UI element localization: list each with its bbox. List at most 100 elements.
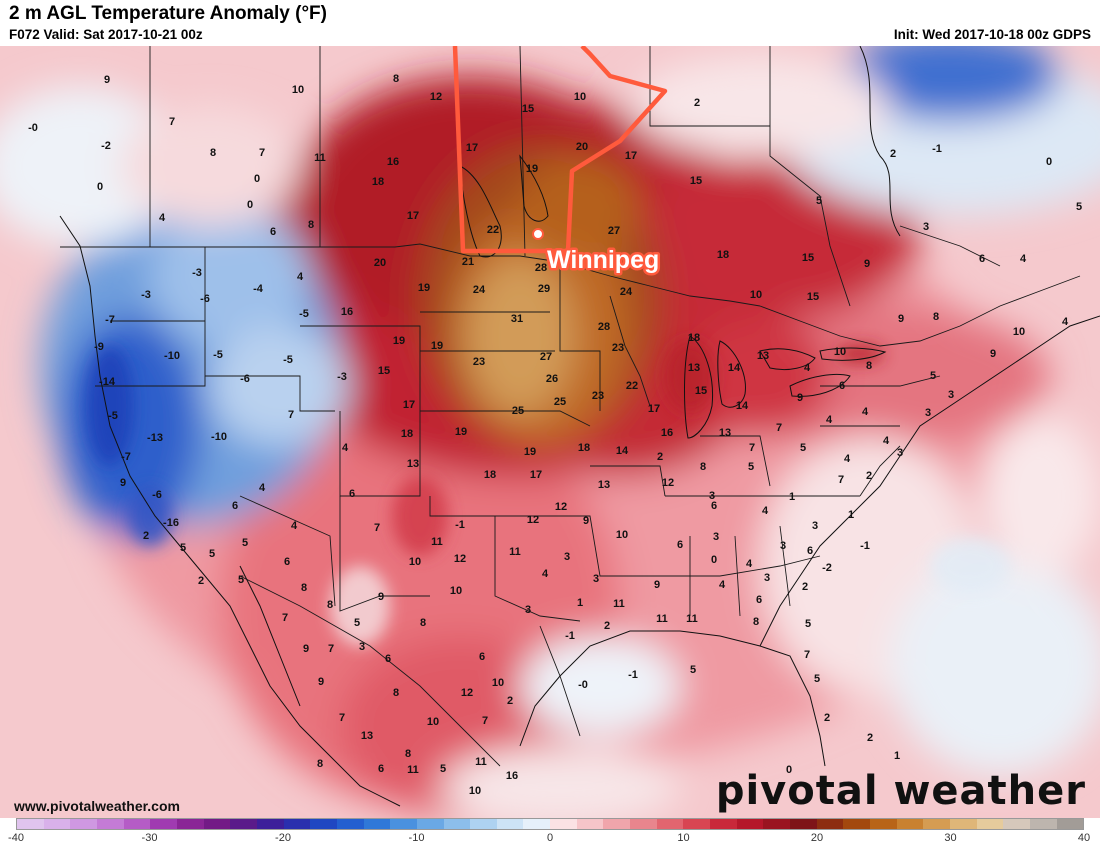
anomaly-value: 16 — [341, 306, 353, 318]
anomaly-value: 17 — [625, 150, 637, 162]
anomaly-value: 4 — [844, 453, 851, 465]
anomaly-value: 23 — [592, 390, 604, 402]
anomaly-value: 4 — [746, 558, 753, 570]
anomaly-value: 2 — [867, 732, 873, 744]
colorbar-tick-label: 40 — [1077, 832, 1091, 844]
manitoba-highlight-outline — [452, 46, 668, 254]
anomaly-value: 3 — [780, 540, 786, 552]
anomaly-value: 7 — [288, 409, 294, 421]
anomaly-value: 16 — [661, 427, 673, 439]
colorbar-tick-label: -30 — [141, 832, 158, 844]
anomaly-value: 18 — [372, 176, 384, 188]
anomaly-value: 3 — [897, 447, 903, 459]
anomaly-value: 11 — [686, 613, 698, 625]
anomaly-value: -2 — [101, 140, 111, 152]
anomaly-value: 13 — [757, 350, 769, 362]
colorbar-swatch — [923, 819, 950, 829]
anomaly-value: 12 — [461, 687, 473, 699]
anomaly-value: 1 — [894, 750, 900, 762]
anomaly-value: 8 — [753, 616, 759, 628]
anomaly-value: 9 — [654, 579, 660, 591]
colorbar-swatch — [870, 819, 897, 829]
anomaly-texture — [86, 340, 1010, 646]
anomaly-value: 17 — [530, 469, 542, 481]
anomaly-value: 11 — [431, 536, 443, 548]
anomaly-value: 5 — [816, 195, 822, 207]
anomaly-value: 14 — [616, 445, 629, 457]
anomaly-value: 15 — [522, 103, 534, 115]
anomaly-value: 22 — [626, 380, 638, 392]
map-header: 2 m AGL Temperature Anomaly (°F) F072 Va… — [0, 0, 1100, 46]
colorbar-swatch — [976, 819, 1004, 829]
anomaly-value: 10 — [616, 529, 628, 541]
anomaly-value: 18 — [401, 428, 413, 440]
anomaly-value: 6 — [711, 500, 717, 512]
anomaly-value: 3 — [764, 572, 770, 584]
anomaly-value: -10 — [164, 350, 180, 362]
colorbar-swatch — [710, 819, 737, 829]
anomaly-value: 13 — [361, 730, 373, 742]
anomaly-value: 15 — [378, 365, 390, 377]
anomaly-value: 4 — [1062, 316, 1069, 328]
anomaly-value: 10 — [427, 716, 439, 728]
anomaly-value: -14 — [99, 376, 116, 388]
anomaly-value: 15 — [690, 175, 702, 187]
anomaly-value: 2 — [824, 712, 830, 724]
colorbar-swatch — [310, 819, 337, 829]
anomaly-value: 6 — [479, 651, 485, 663]
colorbar-tick-label: 30 — [944, 832, 957, 844]
anomaly-value: -1 — [860, 540, 870, 552]
anomaly-value: 5 — [242, 537, 248, 549]
anomaly-value: 13 — [407, 458, 419, 470]
anomaly-value: 9 — [583, 515, 589, 527]
anomaly-value: 7 — [374, 522, 380, 534]
anomaly-value: 8 — [393, 73, 399, 85]
anomaly-value: 2 — [694, 97, 700, 109]
map-title: 2 m AGL Temperature Anomaly (°F) — [9, 3, 327, 24]
anomaly-value: 2 — [143, 530, 149, 542]
anomaly-value: 4 — [342, 442, 349, 454]
anomaly-value: 9 — [797, 392, 803, 404]
colorbar-swatch — [949, 819, 977, 829]
anomaly-value: 23 — [612, 342, 624, 354]
anomaly-value: 17 — [648, 403, 660, 415]
anomaly-value: 28 — [535, 262, 547, 274]
colorbar-swatch — [683, 819, 711, 829]
colorbar-swatch — [443, 819, 471, 829]
anomaly-value: -10 — [211, 431, 227, 443]
colorbar-swatch — [283, 819, 311, 829]
anomaly-value: 8 — [317, 758, 323, 770]
anomaly-value: 14 — [736, 400, 749, 412]
anomaly-value: 6 — [807, 545, 813, 557]
website-url: www.pivotalweather.com — [14, 798, 180, 814]
colorbar-swatch — [1029, 819, 1057, 829]
anomaly-value: 2 — [802, 581, 808, 593]
anomaly-value: 3 — [812, 520, 818, 532]
anomaly-value: 17 — [466, 142, 478, 154]
brand-logo-text: pivotal weather — [715, 768, 1086, 814]
anomaly-value: -9 — [94, 341, 104, 353]
anomaly-value: 10 — [492, 677, 504, 689]
colorbar-swatch — [390, 819, 417, 829]
colorbar-swatch — [656, 819, 684, 829]
anomaly-value: -7 — [105, 314, 115, 326]
anomaly-value: 17 — [407, 210, 419, 222]
anomaly-value: 28 — [598, 321, 610, 333]
anomaly-value: 2 — [604, 620, 610, 632]
anomaly-value: 13 — [598, 479, 610, 491]
anomaly-value: 8 — [301, 582, 307, 594]
anomaly-value: 10 — [834, 346, 846, 358]
anomaly-value: 13 — [719, 427, 731, 439]
colorbar-tick-label: -10 — [408, 832, 425, 844]
anomaly-value: 18 — [578, 442, 590, 454]
anomaly-value: 31 — [511, 313, 523, 325]
anomaly-value: 17 — [403, 399, 415, 411]
anomaly-value: 3 — [948, 389, 954, 401]
anomaly-value: 7 — [804, 649, 810, 661]
anomaly-value: 25 — [554, 396, 566, 408]
valid-time: F072 Valid: Sat 2017-10-21 00z — [9, 27, 203, 42]
anomaly-value: -6 — [240, 373, 250, 385]
anomaly-value: 3 — [923, 221, 929, 233]
anomaly-value: 4 — [883, 435, 890, 447]
anomaly-value: 0 — [97, 181, 103, 193]
